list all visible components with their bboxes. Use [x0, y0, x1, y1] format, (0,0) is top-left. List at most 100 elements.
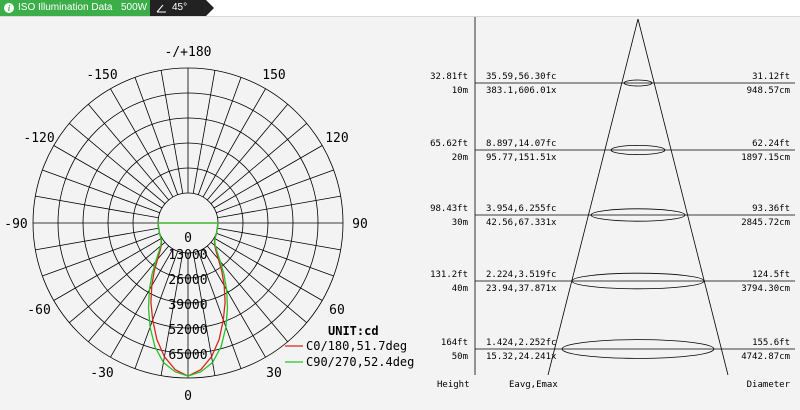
cone-ellipse — [590, 208, 686, 222]
polar-spoke — [110, 88, 174, 198]
polar-spoke — [217, 195, 341, 219]
legend-label: C0/180,51.7deg — [306, 339, 407, 353]
polar-angle-label: -30 — [90, 366, 113, 381]
polar-radial-tick: 13000 — [168, 248, 207, 263]
polar-spoke — [42, 169, 160, 214]
row-height-m: 40m — [452, 284, 468, 294]
polar-angle-label: 0 — [184, 389, 192, 404]
polar-angle-label: 30 — [266, 366, 282, 381]
row-diameter-cm: 4742.87cm — [741, 352, 790, 362]
polar-angle-label: 60 — [329, 303, 345, 318]
column-header-diameter: Diameter — [747, 380, 791, 390]
row-eavg-emax-fc: 1.424,2.252fc — [486, 338, 556, 348]
polar-angle-label: 120 — [325, 131, 348, 146]
angle-icon — [156, 4, 166, 13]
row-height-ft: 32.81ft — [430, 72, 468, 82]
polar-spoke — [134, 251, 179, 369]
tab-power: 500W — [121, 2, 148, 13]
row-diameter-cm: 1897.15cm — [741, 153, 790, 163]
column-header-eavg-emax: Eavg,Emax — [509, 380, 558, 390]
polar-angle-label: -/+180 — [165, 45, 212, 60]
row-eavg-emax-lx: 42.56,67.331x — [486, 218, 557, 228]
polar-spoke — [53, 145, 163, 209]
polar-radial-tick: 39000 — [168, 298, 207, 313]
row-eavg-emax-lx: 15.32,24.241x — [486, 352, 557, 362]
row-height-m: 20m — [452, 153, 468, 163]
polar-spoke — [210, 123, 307, 205]
svg-text:i: i — [8, 4, 11, 13]
info-icon — [4, 3, 14, 13]
polar-spoke — [192, 70, 216, 194]
polar-radial-tick: 52000 — [168, 323, 207, 338]
polar-angle-label: -90 — [4, 217, 27, 232]
polar-spoke — [202, 248, 266, 358]
polar-spoke — [160, 70, 184, 194]
polar-spoke — [197, 77, 242, 195]
row-diameter-ft: 124.5ft — [752, 270, 790, 280]
cone-ellipse — [571, 272, 705, 290]
row-diameter-cm: 2845.72cm — [741, 218, 790, 228]
polar-radial-tick: 26000 — [168, 273, 207, 288]
polar-angle-label: -150 — [86, 68, 117, 83]
row-height-m: 10m — [452, 86, 468, 96]
polar-angle-label: 150 — [262, 68, 285, 83]
polar-spoke — [42, 232, 160, 277]
tab-background: i — [0, 0, 214, 16]
tab-beam-angle: 45° — [172, 2, 188, 13]
polar-spoke — [216, 169, 334, 214]
cone-ellipse — [561, 339, 715, 359]
polar-spoke — [213, 145, 323, 209]
polar-spoke — [217, 227, 341, 251]
illumination-chart: -/+180 150 -150 120 -120 90 -90 60 -60 30 -30 0 0 130… — [4, 17, 795, 404]
data-tab[interactable]: i ISO Illumination Data 500W 45° — [0, 0, 216, 16]
polar-spoke — [210, 241, 307, 323]
row-diameter-ft: 62.24ft — [752, 139, 790, 149]
tab-title: ISO Illumination Data — [18, 2, 113, 13]
row-diameter-ft: 93.36ft — [752, 204, 790, 214]
row-height-m: 30m — [452, 218, 468, 228]
polar-spoke — [160, 252, 184, 376]
row-height-m: 50m — [452, 352, 468, 362]
polar-spoke — [192, 252, 216, 376]
polar-spoke — [69, 241, 166, 323]
polar-spoke — [202, 88, 266, 198]
cone-edge-right — [637, 18, 729, 376]
polar-radial-tick: 0 — [184, 231, 192, 246]
polar-spoke — [35, 227, 159, 251]
polar-series-c90-270 — [147, 222, 229, 377]
legend-label: C90/270,52.4deg — [306, 355, 414, 369]
row-eavg-emax-fc: 2.224,3.519fc — [486, 270, 556, 280]
row-height-ft: 164ft — [441, 338, 468, 348]
polar-unit: UNIT:cd — [328, 324, 379, 338]
row-diameter-cm: 3794.30cm — [741, 284, 790, 294]
illumination-panel: -/+180 150 -150 120 -120 90 -90 60 -60 30 -30 0 0 130… — [0, 16, 800, 410]
polar-spoke — [197, 251, 242, 369]
polar-angle-label: 90 — [352, 217, 368, 232]
polar-spoke — [216, 232, 334, 277]
polar-spoke — [69, 123, 166, 205]
row-diameter-cm: 948.57cm — [747, 86, 790, 96]
polar-angle-label: -60 — [27, 303, 50, 318]
polar-spoke — [213, 237, 323, 301]
row-eavg-emax-fc: 35.59,56.30fc — [486, 72, 556, 82]
row-diameter-ft: 155.6ft — [752, 338, 790, 348]
cone-ellipse — [623, 79, 653, 87]
polar-spoke — [35, 195, 159, 219]
polar-spoke — [206, 104, 288, 201]
row-diameter-ft: 31.12ft — [752, 72, 790, 82]
row-eavg-emax-fc: 3.954,6.255fc — [486, 204, 556, 214]
row-eavg-emax-lx: 95.77,151.51x — [486, 153, 557, 163]
row-height-ft: 98.43ft — [430, 204, 468, 214]
cone-ellipse — [610, 144, 666, 155]
row-eavg-emax-lx: 383.1,606.01x — [486, 86, 557, 96]
cone-edge-left — [547, 18, 639, 376]
row-eavg-emax-lx: 23.94,37.871x — [486, 284, 557, 294]
column-header-height: Height — [437, 380, 470, 390]
row-height-ft: 131.2ft — [430, 270, 468, 280]
polar-spoke — [53, 237, 163, 301]
polar-spoke — [110, 248, 174, 358]
polar-spoke — [134, 77, 179, 195]
row-height-ft: 65.62ft — [430, 139, 468, 149]
row-eavg-emax-fc: 8.897,14.07fc — [486, 139, 556, 149]
polar-angle-label: -120 — [23, 131, 54, 146]
